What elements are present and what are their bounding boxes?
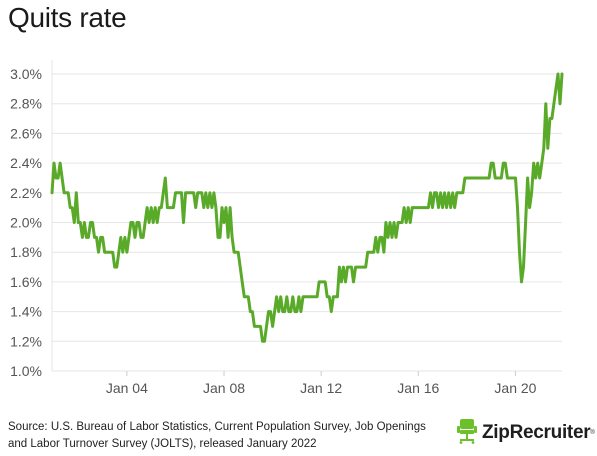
x-tick-label: Jan 04 <box>106 380 148 396</box>
brand-registered-mark: ® <box>590 430 595 436</box>
y-tick-label: 2.2% <box>10 185 42 201</box>
source-note: Source: U.S. Bureau of Labor Statistics,… <box>8 421 426 450</box>
y-tick-label: 2.4% <box>10 155 42 171</box>
x-axis-ticks: Jan 04 Jan 08 Jan 12 Jan 16 Jan 20 <box>106 371 537 396</box>
series-line <box>50 72 564 343</box>
y-tick-label: 3.0% <box>10 66 42 82</box>
brand-name: ZipRecruiter <box>482 422 591 443</box>
y-tick-label: 1.2% <box>10 333 42 349</box>
y-tick-label: 2.6% <box>10 125 42 141</box>
y-tick-label: 1.6% <box>10 274 42 290</box>
series-layer <box>50 72 564 343</box>
y-axis-ticks: 1.0% 1.2% 1.4% 1.6% 1.8% 2.0% 2.2% 2.4% 2.6% 2.8%… <box>10 66 42 379</box>
y-tick-label: 2.0% <box>10 215 42 231</box>
chair-icon <box>456 418 478 449</box>
y-tick-label: 1.8% <box>10 244 42 260</box>
y-tick-label: 1.4% <box>10 304 42 320</box>
x-tick-label: Jan 16 <box>397 380 439 396</box>
ziprecruiter-logo[interactable]: ZipRecruiter ® <box>456 418 595 449</box>
x-tick-label: Jan 20 <box>494 380 536 396</box>
chart-title: Quits rate <box>8 2 127 33</box>
x-tick-label: Jan 12 <box>300 380 342 396</box>
gridlines <box>51 60 562 372</box>
x-tick-label: Jan 08 <box>203 380 245 396</box>
y-tick-label: 1.0% <box>10 363 42 379</box>
y-tick-label: 2.8% <box>10 96 42 112</box>
